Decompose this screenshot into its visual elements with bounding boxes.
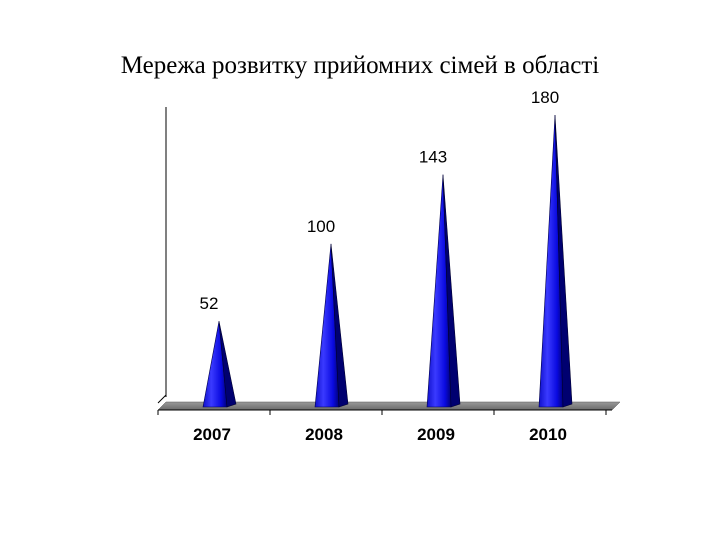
data-label-2010: 180 bbox=[531, 88, 559, 107]
data-label-2009: 143 bbox=[419, 148, 447, 167]
data-label-2008: 100 bbox=[307, 217, 335, 236]
data-label-2007: 52 bbox=[200, 294, 219, 313]
chart-title: Мережа розвитку прийомних сімей в област… bbox=[120, 52, 600, 79]
chart-axes bbox=[157, 107, 621, 415]
bar-side-2009 bbox=[442, 174, 461, 408]
category-label-2007: 2007 bbox=[193, 425, 231, 444]
category-label-2008: 2008 bbox=[305, 425, 343, 444]
category-label-2010: 2010 bbox=[529, 425, 567, 444]
bar-side-2010 bbox=[554, 114, 573, 408]
category-label-2009: 2009 bbox=[417, 425, 455, 444]
chart-marks: 52 2007 100 2008 143 2009 180 2010 bbox=[193, 88, 573, 444]
bar-side-2008 bbox=[330, 243, 349, 408]
bar-side-2007 bbox=[218, 321, 237, 408]
